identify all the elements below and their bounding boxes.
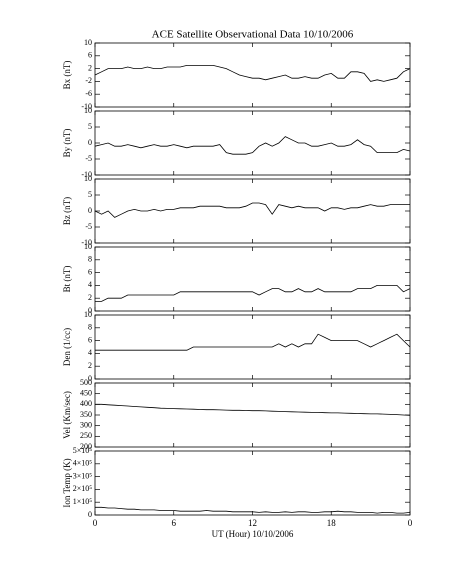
chart-title: ACE Satellite Observational Data 10/10/2… bbox=[152, 29, 354, 41]
y-tick-label: 6 bbox=[88, 335, 92, 344]
panel-frame bbox=[94, 450, 411, 516]
x-tick-label: 18 bbox=[327, 518, 337, 528]
y-tick-label: 5 bbox=[88, 122, 92, 131]
y-axis-label: Bt (nT) bbox=[62, 266, 72, 293]
y-axis-label: Den (1/cc) bbox=[62, 328, 72, 366]
x-tick-label: 6 bbox=[172, 518, 177, 528]
panel-frame bbox=[94, 246, 411, 312]
data-line bbox=[94, 65, 411, 82]
y-tick-label: 10 bbox=[84, 174, 92, 183]
y-tick-label: 3×10⁵ bbox=[73, 471, 93, 480]
y-tick-label: -10 bbox=[81, 238, 92, 247]
y-tick-label: 2 bbox=[88, 293, 92, 302]
y-tick-label: -6 bbox=[85, 89, 92, 98]
y-tick-label: 200 bbox=[80, 442, 92, 451]
y-axis-label: Bx (nT) bbox=[62, 61, 72, 90]
y-tick-label: 450 bbox=[80, 388, 92, 397]
data-line bbox=[95, 403, 411, 416]
y-axis-label: Ion Temp (K) bbox=[62, 458, 72, 507]
y-tick-label: 5×10⁵ bbox=[73, 446, 93, 455]
y-tick-label: 300 bbox=[80, 420, 92, 429]
y-tick-label: 6 bbox=[88, 51, 92, 60]
panel-frame bbox=[94, 382, 411, 448]
y-tick-label: 10 bbox=[84, 310, 92, 319]
y-tick-label: 2×10⁵ bbox=[73, 484, 93, 493]
panel-frame bbox=[94, 110, 411, 176]
y-tick-label: -2 bbox=[85, 76, 92, 85]
y-tick-label: 500 bbox=[80, 378, 92, 387]
y-tick-label: 6 bbox=[88, 267, 92, 276]
y-tick-label: 4×10⁵ bbox=[73, 459, 93, 468]
y-tick-label: 0 bbox=[88, 510, 92, 519]
y-tick-label: 10 bbox=[84, 106, 92, 115]
y-tick-label: 4 bbox=[88, 348, 92, 357]
y-tick-label: 350 bbox=[80, 410, 92, 419]
y-tick-label: 8 bbox=[88, 323, 92, 332]
y-tick-label: -5 bbox=[85, 222, 92, 231]
y-tick-label: 10 bbox=[84, 38, 92, 47]
y-tick-label: 4 bbox=[88, 280, 92, 289]
y-axis-label: By (nT) bbox=[62, 129, 72, 158]
y-axis-label: Bz (nT) bbox=[62, 197, 72, 225]
y-tick-label: 5 bbox=[88, 190, 92, 199]
x-tick-label: 0 bbox=[93, 518, 98, 528]
y-tick-label: 400 bbox=[80, 399, 92, 408]
y-tick-label: 0 bbox=[88, 374, 92, 383]
data-line bbox=[95, 285, 411, 302]
y-tick-label: 0 bbox=[88, 206, 92, 215]
data-line bbox=[94, 136, 411, 155]
y-tick-label: -10 bbox=[81, 102, 92, 111]
x-tick-label: 0 bbox=[408, 518, 413, 528]
y-tick-label: -5 bbox=[85, 154, 92, 163]
y-axis-label: Vel (Km/sec) bbox=[62, 391, 72, 439]
x-axis-label: UT (Hour) 10/10/2006 bbox=[212, 529, 294, 539]
x-tick-label: 12 bbox=[248, 518, 257, 528]
y-tick-label: 250 bbox=[80, 431, 92, 440]
data-line bbox=[95, 333, 411, 351]
panel-frame bbox=[94, 42, 411, 108]
y-tick-label: 2 bbox=[88, 63, 92, 72]
y-tick-label: 10 bbox=[84, 242, 92, 251]
data-line bbox=[94, 202, 410, 218]
y-tick-label: 1×10⁵ bbox=[73, 497, 93, 506]
y-tick-label: 8 bbox=[88, 255, 92, 264]
y-tick-label: -10 bbox=[81, 170, 92, 179]
y-tick-label: 2 bbox=[88, 361, 92, 370]
y-tick-label: 0 bbox=[88, 138, 92, 147]
data-line bbox=[95, 506, 411, 514]
y-tick-label: 0 bbox=[88, 306, 92, 315]
